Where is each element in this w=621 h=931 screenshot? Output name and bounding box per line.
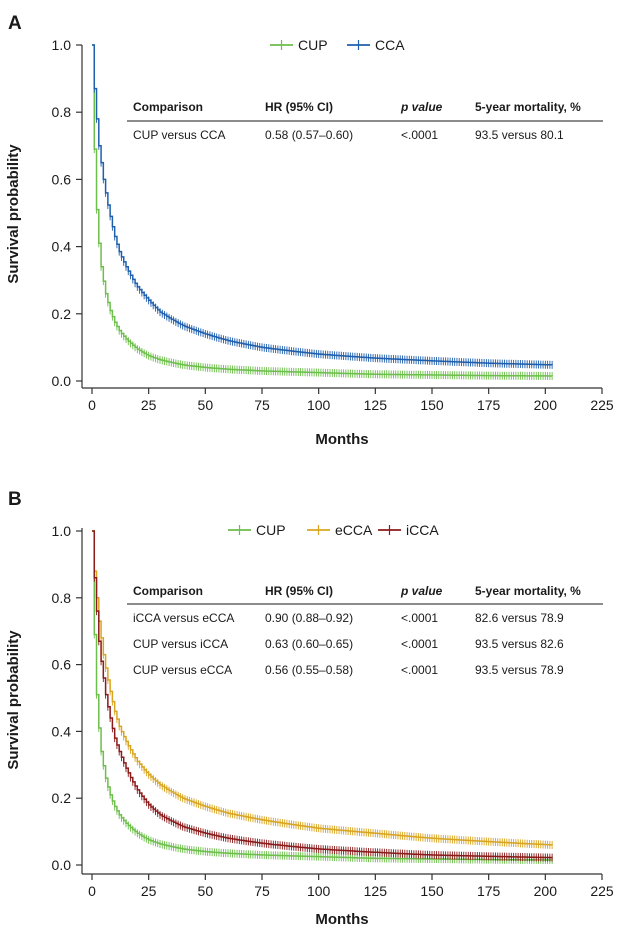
table-cell: 93.5 versus 78.9: [475, 663, 564, 677]
table-cell: 93.5 versus 80.1: [475, 128, 564, 142]
x-tick-label: 100: [307, 397, 331, 413]
table-header-comparison: Comparison: [133, 100, 203, 114]
x-tick-label: 125: [364, 883, 388, 899]
legend-label: CUP: [256, 522, 286, 538]
survival-curve-cca: [92, 44, 553, 366]
survival-curves: [92, 44, 553, 380]
x-tick-label: 50: [198, 397, 214, 413]
legend-label: CUP: [298, 37, 328, 53]
x-tick-label: 225: [590, 397, 614, 413]
x-tick-label: 150: [420, 397, 444, 413]
x-tick-label: 75: [254, 397, 270, 413]
legend: CUP eCCA iCCA: [228, 522, 439, 538]
table-cell: CUP versus iCCA: [133, 637, 228, 651]
survival-curve-cup: [92, 44, 553, 377]
censor-marks-cca: [93, 84, 553, 369]
y-axis-title: Survival probability: [5, 144, 22, 284]
legend-item-cca: CCA: [347, 37, 405, 53]
survival-curve-ecca: [92, 530, 553, 846]
panel-b: B 0 25 50 75 100 125 150 175 200 2250.00.20.40.60…: [5, 489, 614, 928]
stats-table: Comparison HR (95% CI) p value 5-year mo…: [127, 584, 603, 677]
x-tick-label: 25: [141, 397, 157, 413]
survival-curve-icca: [92, 530, 553, 859]
y-tick-label: 0.6: [52, 657, 72, 673]
table-cell: <.0001: [401, 128, 438, 142]
legend-label: eCCA: [335, 522, 373, 538]
table-header-p: p value: [400, 100, 443, 114]
y-axis-title: Survival probability: [5, 630, 22, 770]
x-tick-label: 25: [141, 883, 157, 899]
x-tick-label: 75: [254, 883, 270, 899]
x-tick-label: 200: [534, 883, 558, 899]
legend-item-icca: iCCA: [378, 522, 439, 538]
table-cell: 93.5 versus 82.6: [475, 637, 564, 651]
x-tick-label: 175: [477, 883, 501, 899]
legend-item-cup: CUP: [270, 37, 328, 53]
legend-label: CCA: [375, 37, 405, 53]
table-cell: 0.56 (0.55–0.58): [265, 663, 353, 677]
panel-letter: B: [8, 489, 22, 510]
x-tick-label: 0: [88, 883, 96, 899]
censor-marks-ecca: [93, 567, 553, 849]
x-axis-title: Months: [315, 911, 368, 928]
y-tick-label: 0.4: [52, 239, 72, 255]
table-cell: CUP versus CCA: [133, 128, 225, 142]
x-tick-label: 100: [307, 883, 331, 899]
table-cell: 0.58 (0.57–0.60): [265, 128, 353, 142]
panel-a: A 0 25 50 75 100 125 150 175 200 2250.00.20.40.60…: [5, 13, 614, 448]
table-header-mortality: 5-year mortality, %: [475, 584, 581, 598]
panel-letter: A: [8, 13, 22, 34]
x-axis-title: Months: [315, 431, 368, 448]
table-row: CUP versus CCA 0.58 (0.57–0.60) <.0001 9…: [133, 128, 564, 142]
x-tick-label: 175: [477, 397, 501, 413]
y-tick-label: 1.0: [52, 523, 72, 539]
survival-curves: [92, 530, 553, 864]
survival-curve-cup: [92, 530, 553, 861]
x-tick-label: 50: [198, 883, 214, 899]
table-header-comparison: Comparison: [133, 584, 203, 598]
axis-ticks: 0 25 50 75 100 125 150 175 200 225 0.0 0.2 0.4 0.6 0.8…: [52, 37, 614, 413]
table-header-p: p value: [400, 584, 443, 598]
legend: CUP CCA: [270, 37, 405, 53]
legend-item-cup: CUP: [228, 522, 286, 538]
table-cell: <.0001: [401, 611, 438, 625]
y-tick-label: 0.0: [52, 857, 72, 873]
table-header-mortality: 5-year mortality, %: [475, 100, 581, 114]
table-cell: CUP versus eCCA: [133, 663, 232, 677]
y-tick-label: 0.8: [52, 104, 72, 120]
y-tick-label: 0.2: [52, 790, 72, 806]
table-row: CUP versus iCCA 0.63 (0.60–0.65) <.0001 …: [133, 637, 564, 651]
y-tick-label: 0.6: [52, 171, 72, 187]
table-cell: <.0001: [401, 637, 438, 651]
table-cell: 0.63 (0.60–0.65): [265, 637, 353, 651]
table-header-hr: HR (95% CI): [265, 584, 333, 598]
legend-item-ecca: eCCA: [307, 522, 373, 538]
censor-marks-icca: [93, 573, 553, 862]
y-tick-label: 0.4: [52, 723, 72, 739]
table-row: iCCA versus eCCA 0.90 (0.88–0.92) <.0001…: [133, 611, 564, 625]
legend-label: iCCA: [406, 522, 439, 538]
table-header-hr: HR (95% CI): [265, 100, 333, 114]
censor-marks-cup: [93, 145, 553, 380]
y-tick-label: 0.0: [52, 373, 72, 389]
x-tick-label: 125: [364, 397, 388, 413]
table-cell: 82.6 versus 78.9: [475, 611, 564, 625]
x-tick-label: 0: [88, 397, 96, 413]
table-row: CUP versus eCCA 0.56 (0.55–0.58) <.0001 …: [133, 663, 564, 677]
axis-ticks: 0 25 50 75 100 125 150 175 200 225 0.0 0.2 0.4 0.6 0.8…: [52, 523, 614, 899]
table-cell: iCCA versus eCCA: [133, 611, 234, 625]
y-tick-label: 0.2: [52, 306, 72, 322]
stats-table: Comparison HR (95% CI) p value 5-year mo…: [127, 100, 603, 142]
y-tick-label: 0.8: [52, 590, 72, 606]
x-tick-label: 225: [590, 883, 614, 899]
table-cell: 0.90 (0.88–0.92): [265, 611, 353, 625]
y-tick-label: 1.0: [52, 37, 72, 53]
table-cell: <.0001: [401, 663, 438, 677]
x-tick-label: 150: [420, 883, 444, 899]
x-tick-label: 200: [534, 397, 558, 413]
